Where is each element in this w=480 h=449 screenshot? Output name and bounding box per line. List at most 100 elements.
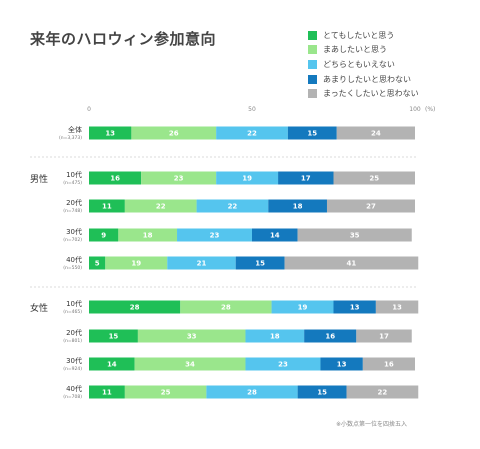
bar-segment — [278, 171, 334, 185]
legend-label: あまりしたいと思わない — [323, 74, 411, 84]
bar-value-label: 19 — [242, 175, 252, 183]
sample-size-label: (n=702) — [63, 237, 82, 243]
bar-segment — [89, 199, 125, 213]
bar-value-label: 23 — [174, 175, 184, 183]
sample-size-label: (n=708) — [63, 394, 82, 400]
bar-segment — [287, 126, 337, 140]
bar-segment — [89, 171, 142, 185]
legend-item: あまりしたいと思わない — [308, 72, 473, 87]
legend-swatch — [308, 45, 317, 55]
bar-segment — [124, 385, 207, 399]
x-tick-label: 100 — [409, 106, 421, 113]
bar-segment — [304, 329, 357, 343]
category-label: 40代 — [66, 255, 82, 264]
legend-swatch — [308, 30, 317, 40]
bar-segment — [137, 329, 246, 343]
legend-label: まったくしたいと思わない — [323, 89, 419, 99]
bar-segment — [134, 357, 246, 371]
bar-value-label: 15 — [109, 333, 119, 341]
bar-segment — [333, 300, 376, 314]
bar-segment — [118, 228, 178, 242]
sample-size-label: (n=550) — [63, 265, 82, 271]
bar-value-label: 13 — [392, 304, 402, 312]
bar-segment — [245, 329, 305, 343]
footnote: ※小数点第一位を四捨五入 — [336, 421, 408, 428]
legend-label: どちらともいえない — [323, 59, 395, 69]
bar-value-label: 41 — [347, 260, 357, 268]
bar-segment — [124, 199, 197, 213]
bar-value-label: 16 — [384, 361, 394, 369]
sample-size-label: (n=748) — [63, 208, 82, 214]
bar-value-label: 9 — [101, 232, 106, 240]
bar-value-label: 22 — [228, 203, 238, 211]
bar-segment — [297, 385, 347, 399]
bar-value-label: 14 — [107, 361, 117, 369]
bar-value-label: 17 — [379, 333, 389, 341]
bar-segment — [167, 256, 236, 270]
bar-value-label: 18 — [143, 232, 153, 240]
bar-segment — [356, 329, 412, 343]
bar-segment — [105, 256, 168, 270]
bar-value-label: 25 — [161, 389, 171, 397]
bar-value-label: 26 — [169, 130, 179, 138]
category-label: 20代 — [66, 328, 82, 337]
bar-value-label: 35 — [350, 232, 360, 240]
bar-value-label: 15 — [255, 260, 265, 268]
bar-value-label: 21 — [197, 260, 207, 268]
bar-segment — [245, 357, 321, 371]
legend-item: どちらともいえない — [308, 57, 473, 72]
x-tick-label: 50 — [248, 106, 256, 113]
legend-item: とてもしたいと思う — [308, 28, 473, 43]
bar-value-label: 23 — [278, 361, 288, 369]
category-label: 30代 — [66, 227, 82, 236]
bar-value-label: 16 — [325, 333, 335, 341]
category-label: 20代 — [66, 198, 82, 207]
category-label: 10代 — [66, 170, 82, 179]
bar-value-label: 27 — [366, 203, 376, 211]
bar-segment — [252, 228, 298, 242]
bar-segment — [284, 256, 419, 270]
bar-segment — [326, 199, 415, 213]
group-label: 女性 — [30, 302, 48, 314]
legend-item: まあしたいと思う — [308, 43, 473, 58]
bar-value-label: 11 — [102, 389, 112, 397]
category-label: 10代 — [66, 299, 82, 308]
group-label: 男性 — [30, 173, 48, 185]
bar-segment — [141, 171, 217, 185]
legend-swatch — [308, 59, 317, 69]
bar-value-label: 14 — [270, 232, 280, 240]
bar-segment — [89, 126, 132, 140]
sample-size-label: (n=465) — [63, 309, 82, 315]
bar-value-label: 28 — [130, 304, 140, 312]
bar-segment — [180, 300, 272, 314]
bar-segment — [320, 357, 363, 371]
category-label: 40代 — [66, 384, 82, 393]
bar-segment — [268, 199, 327, 213]
sample-size-label: (n=924) — [63, 366, 82, 372]
bar-value-label: 18 — [270, 333, 280, 341]
bar-value-label: 22 — [378, 389, 388, 397]
category-label: 30代 — [66, 356, 82, 365]
bar-value-label: 23 — [210, 232, 220, 240]
x-unit-label: (%) — [425, 106, 435, 113]
bar-segment — [177, 228, 252, 242]
bar-segment — [375, 300, 419, 314]
bar-segment — [235, 256, 285, 270]
bar-value-label: 28 — [247, 389, 257, 397]
bar-segment — [333, 171, 415, 185]
sample-size-label: (n=3,373) — [59, 135, 82, 141]
bar-value-label: 19 — [298, 304, 308, 312]
bar-value-label: 18 — [293, 203, 303, 211]
bar-segment — [346, 385, 419, 399]
legend: とてもしたいと思う まあしたいと思う どちらともいえないあまりしたいと思わない まった… — [308, 28, 473, 101]
bar-segment — [89, 300, 181, 314]
sample-size-label: (n=475) — [63, 180, 82, 186]
bar-value-label: 13 — [350, 304, 360, 312]
bar-value-label: 15 — [307, 130, 317, 138]
bar-segment — [89, 385, 125, 399]
bar-segment — [216, 171, 279, 185]
bar-value-label: 25 — [369, 175, 379, 183]
bar-value-label: 24 — [371, 130, 381, 138]
sample-size-label: (n=801) — [63, 338, 82, 344]
